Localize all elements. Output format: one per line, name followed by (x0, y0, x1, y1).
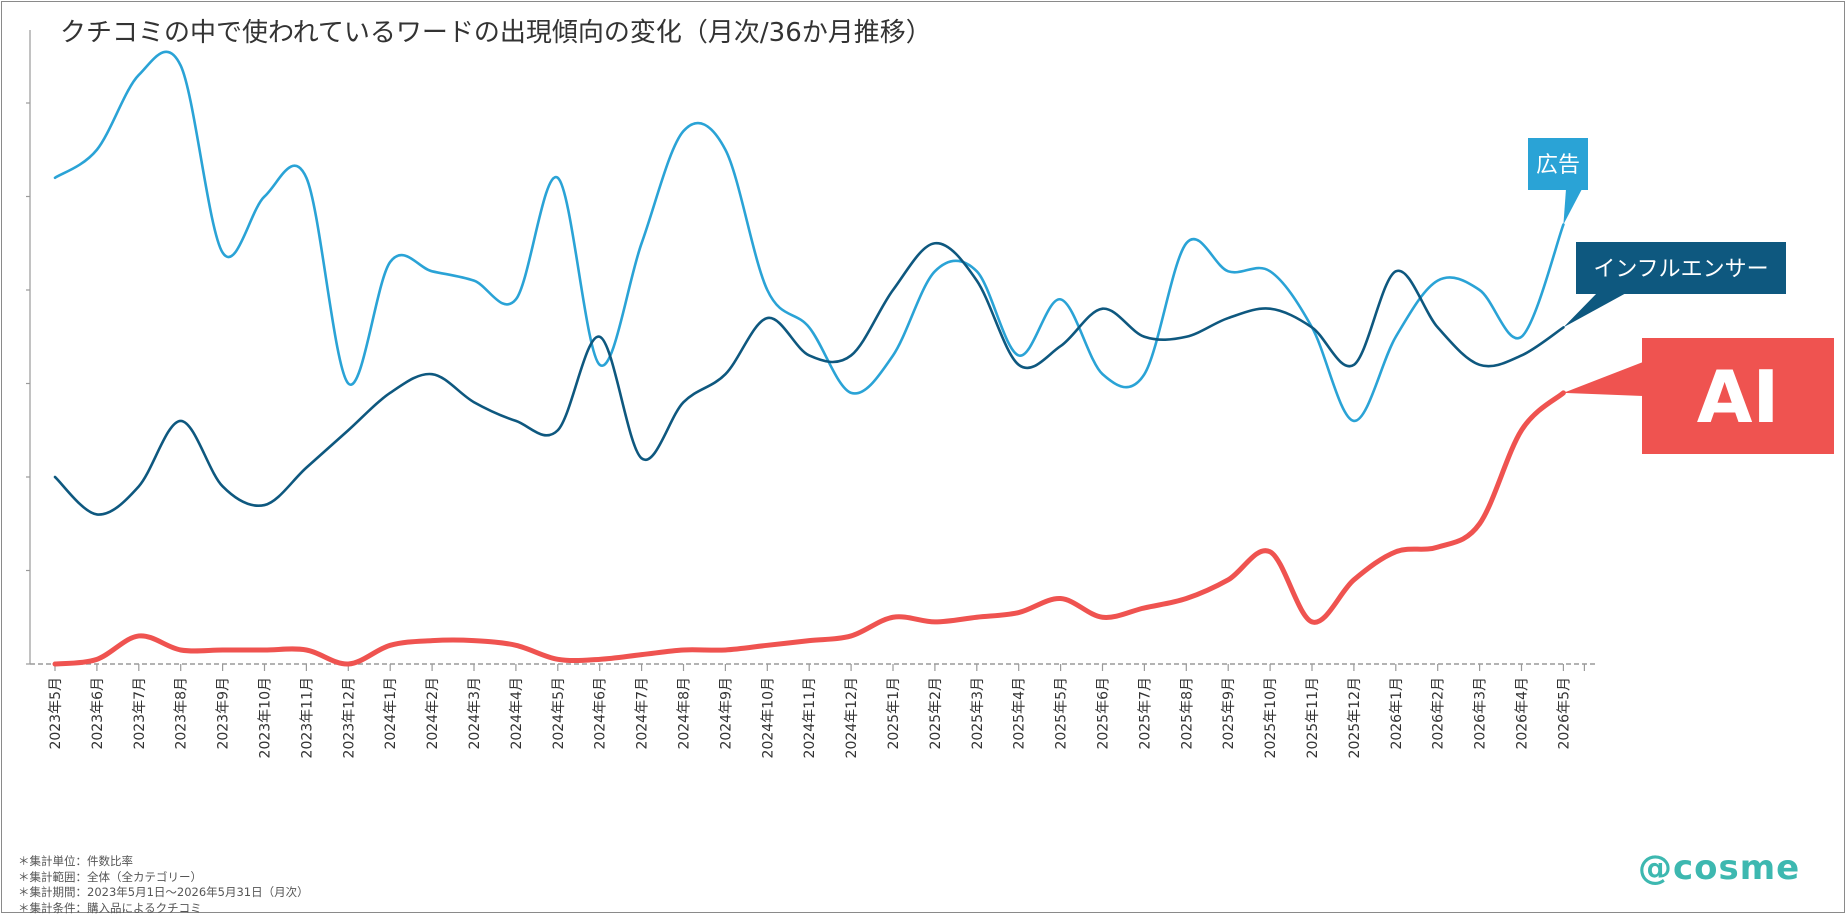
x-tick-label: 2024年6月 (593, 677, 609, 750)
x-tick-label: 2024年2月 (425, 677, 441, 750)
x-tick-label: 2024年4月 (509, 677, 525, 750)
callout-box (1576, 242, 1786, 294)
chart-title: クチコミの中で使われているワードの出現傾向の変化（月次/36か月推移） (60, 18, 932, 48)
x-tick-label: 2024年12月 (844, 677, 860, 758)
x-tick-label: 2025年8月 (1179, 677, 1195, 750)
x-tick-label: 2024年9月 (718, 677, 734, 750)
x-tick-label: 2023年8月 (174, 677, 190, 750)
series-points-influencer (54, 243, 1564, 515)
x-tick-label: 2024年5月 (551, 677, 567, 750)
callout-pointer (1563, 189, 1582, 225)
x-tick-label: 2025年6月 (1096, 677, 1112, 750)
x-tick-label: 2023年11月 (299, 677, 315, 758)
series-line-influencer (53, 241, 1565, 516)
series-label-ad: 広告 (1528, 138, 1588, 225)
x-tick-label: 2024年1月 (383, 677, 399, 750)
x-tick-label: 2026年4月 (1515, 677, 1531, 750)
x-tick-label: 2025年7月 (1137, 677, 1153, 750)
x-tick-label: 2023年5月 (48, 677, 64, 750)
x-tick-label: 2025年9月 (1221, 677, 1237, 750)
callout-box (1528, 138, 1588, 190)
series-label-text: AI (1697, 355, 1780, 439)
x-tick-label: 2026年1月 (1389, 677, 1405, 750)
x-tick-label: 2024年8月 (677, 677, 693, 750)
x-tick-label: 2024年11月 (802, 677, 818, 758)
footnote-period: ＊集計期間：2023年5月1日～2026年5月31日（月次） (18, 885, 309, 899)
x-tick-label: 2026年3月 (1473, 677, 1489, 750)
x-tick-label: 2023年7月 (132, 677, 148, 750)
x-tick-label: 2023年9月 (216, 677, 232, 750)
x-tick-label: 2025年4月 (1012, 677, 1028, 750)
series-label-text: 広告 (1536, 153, 1580, 178)
x-tick-label: 2023年10月 (258, 677, 274, 758)
x-tick-label: 2026年5月 (1556, 677, 1572, 750)
x-tick-label: 2024年3月 (467, 677, 483, 750)
x-tick-label: 2023年12月 (341, 677, 357, 758)
x-tick-label: 2024年7月 (635, 677, 651, 750)
x-tick-label: 2024年10月 (760, 677, 776, 758)
series-line-ad (53, 50, 1565, 423)
footnote-scope: ＊集計範囲：全体（全カテゴリー） (18, 869, 202, 884)
footnote-condition: ＊集計条件：購入品によるクチコミ (18, 900, 202, 915)
x-tick-label: 2025年10月 (1263, 677, 1279, 758)
callout-pointer (1563, 292, 1628, 328)
footnote-unit: ＊集計単位：件数比率 (18, 854, 133, 868)
x-tick-label: 2025年1月 (886, 677, 902, 750)
callout-pointer (1563, 362, 1643, 396)
x-tick-label: 2023年6月 (90, 677, 106, 750)
x-tick-label: 2025年5月 (1054, 677, 1070, 750)
series-line-ai (52, 390, 1566, 667)
x-tick-label: 2025年2月 (928, 677, 944, 750)
cosme-logo: @cosme (1638, 848, 1801, 888)
footnotes: ＊集計単位：件数比率 ＊集計範囲：全体（全カテゴリー） ＊集計期間：2023年5… (18, 854, 309, 916)
x-tick-label: 2026年2月 (1431, 677, 1447, 750)
series-points-ad (54, 65, 1564, 421)
series-label-ai: AI (1563, 338, 1834, 454)
x-tick-label: 2025年3月 (970, 677, 986, 750)
series-label-text: インフルエンサー (1593, 257, 1768, 282)
x-tick-label: 2025年11月 (1305, 677, 1321, 758)
x-tick-label: 2025年12月 (1347, 677, 1363, 758)
callout-box (1642, 338, 1834, 454)
series-label-influencer: インフルエンサー (1563, 242, 1786, 328)
series-points-ai (54, 392, 1564, 665)
